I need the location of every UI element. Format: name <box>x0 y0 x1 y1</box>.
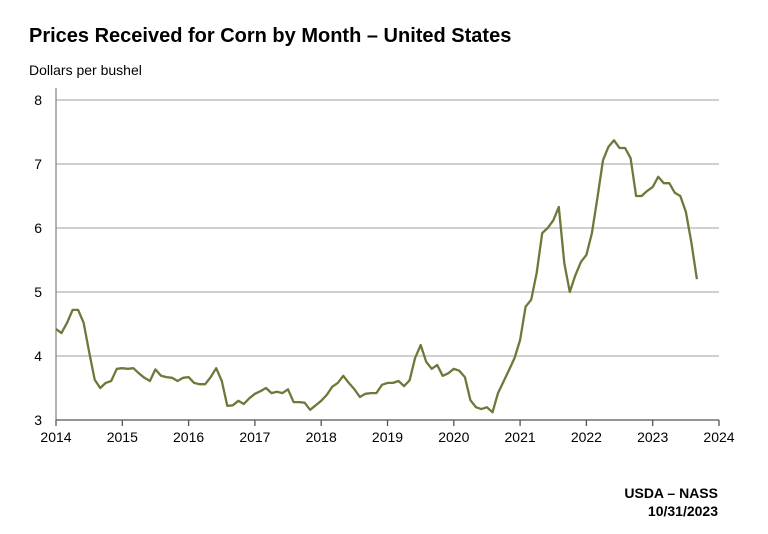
x-tick-label: 2017 <box>239 429 270 445</box>
price-line <box>55 139 699 414</box>
y-tick-label: 6 <box>34 220 42 236</box>
x-tick-label: 2016 <box>173 429 204 445</box>
y-tick-label: 5 <box>34 284 42 300</box>
y-tick-label: 7 <box>34 156 42 172</box>
source-note: USDA – NASS 10/31/2023 <box>624 484 718 520</box>
y-tick-label: 3 <box>34 412 42 428</box>
x-tick-label: 2019 <box>372 429 403 445</box>
x-tick-label: 2020 <box>438 429 469 445</box>
source-label: USDA – NASS <box>624 485 718 501</box>
x-tick-label: 2022 <box>571 429 602 445</box>
x-tick-label: 2014 <box>40 429 71 445</box>
x-tick-label: 2018 <box>306 429 337 445</box>
y-axis-label: Dollars per bushel <box>29 62 142 78</box>
source-date: 10/31/2023 <box>647 503 718 519</box>
y-tick-label: 4 <box>34 348 42 364</box>
chart-title: Prices Received for Corn by Month – Unit… <box>29 25 512 47</box>
x-tick-label: 2024 <box>703 429 734 445</box>
x-tick-label: 2021 <box>505 429 536 445</box>
x-tick-label: 2023 <box>637 429 668 445</box>
x-tick-label: 2015 <box>107 429 138 445</box>
y-tick-label: 8 <box>34 92 42 108</box>
